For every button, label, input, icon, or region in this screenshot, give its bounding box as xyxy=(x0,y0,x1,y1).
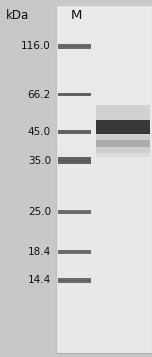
Text: kDa: kDa xyxy=(6,9,29,22)
Bar xyxy=(58,93,91,96)
Text: 116.0: 116.0 xyxy=(21,41,51,51)
Bar xyxy=(58,280,91,281)
Bar xyxy=(56,5,152,353)
Bar xyxy=(58,250,91,253)
Bar xyxy=(96,120,150,134)
Text: 14.4: 14.4 xyxy=(28,275,51,285)
Bar xyxy=(58,130,91,134)
Bar xyxy=(58,212,91,213)
Text: 66.2: 66.2 xyxy=(28,90,51,100)
Bar xyxy=(96,105,150,153)
Bar xyxy=(58,211,91,214)
Bar xyxy=(96,140,150,147)
Text: 25.0: 25.0 xyxy=(28,207,51,217)
Text: 35.0: 35.0 xyxy=(28,156,51,166)
Bar xyxy=(58,157,91,164)
Text: 18.4: 18.4 xyxy=(28,247,51,257)
Bar xyxy=(96,136,150,157)
Bar xyxy=(58,94,91,95)
Bar xyxy=(58,44,91,49)
Bar xyxy=(58,46,91,47)
Text: 45.0: 45.0 xyxy=(28,127,51,137)
Bar xyxy=(58,278,91,283)
Bar xyxy=(58,251,91,252)
Text: M: M xyxy=(70,9,82,22)
Bar xyxy=(58,160,91,161)
